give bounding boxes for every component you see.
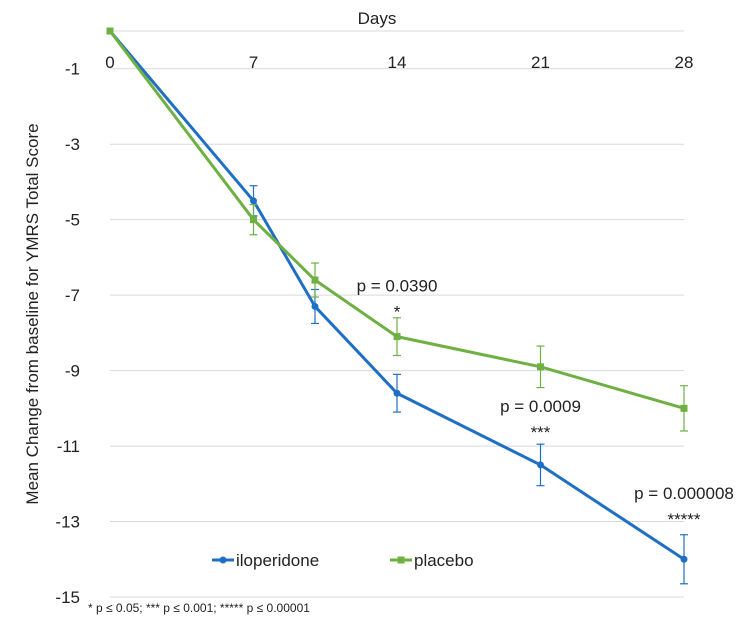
data-point — [680, 404, 688, 412]
y-axis-label: Mean Change from baseline for YMRS Total… — [23, 123, 42, 504]
data-point — [250, 197, 257, 205]
y-tick-labels: -1 -3 -5 -7 -9 -11 -13 -15 — [55, 60, 80, 607]
data-point — [311, 276, 319, 284]
y-tick-label: -13 — [55, 513, 80, 532]
data-point — [311, 302, 319, 310]
legend-item-placebo: placebo — [390, 551, 474, 570]
series-iloperidone — [106, 27, 688, 585]
x-tick-label: 28 — [675, 53, 694, 72]
legend-marker — [397, 556, 405, 564]
data-point — [537, 363, 544, 371]
y-tick-label: -1 — [65, 60, 80, 79]
significance-stars: * — [394, 302, 401, 321]
annotations: p = 0.0390 * p = 0.0009 *** p = 0.000008 ****… — [357, 276, 734, 529]
data-point — [393, 389, 401, 397]
x-tick-label: 14 — [388, 53, 407, 72]
data-point — [250, 216, 257, 224]
x-tick-labels: 0 7 14 21 28 — [105, 53, 693, 72]
significance-stars: ***** — [667, 510, 700, 529]
y-tick-label: -15 — [55, 588, 80, 607]
p-value-annotation: p = 0.000008 — [634, 484, 734, 503]
x-tick-label: 7 — [249, 53, 258, 72]
footnote: * p ≤ 0.05; *** p ≤ 0.001; ***** p ≤ 0.0… — [88, 601, 310, 615]
data-point — [537, 461, 544, 469]
data-point — [106, 27, 114, 35]
y-tick-label: -9 — [65, 362, 80, 381]
significance-stars: *** — [531, 423, 551, 442]
x-tick-label: 0 — [105, 53, 114, 72]
series-placebo — [106, 27, 688, 432]
legend-marker — [219, 556, 227, 564]
data-point — [393, 333, 401, 341]
y-tick-label: -3 — [65, 135, 80, 154]
y-tick-label: -11 — [57, 437, 80, 456]
p-value-annotation: p = 0.0009 — [500, 397, 581, 416]
series-group — [106, 27, 688, 585]
x-axis-label: Days — [358, 9, 397, 28]
legend-label: iloperidone — [236, 551, 319, 570]
x-tick-label: 21 — [531, 53, 550, 72]
legend-label: placebo — [414, 551, 474, 570]
series-line — [108, 30, 685, 410]
y-tick-label: -5 — [65, 211, 80, 230]
legend-item-iloperidone: iloperidone — [212, 551, 319, 570]
y-tick-label: -7 — [65, 286, 80, 305]
data-point — [680, 555, 688, 563]
legend: iloperidone placebo — [212, 551, 474, 570]
series-line — [108, 30, 685, 561]
p-value-annotation: p = 0.0390 — [357, 276, 438, 295]
